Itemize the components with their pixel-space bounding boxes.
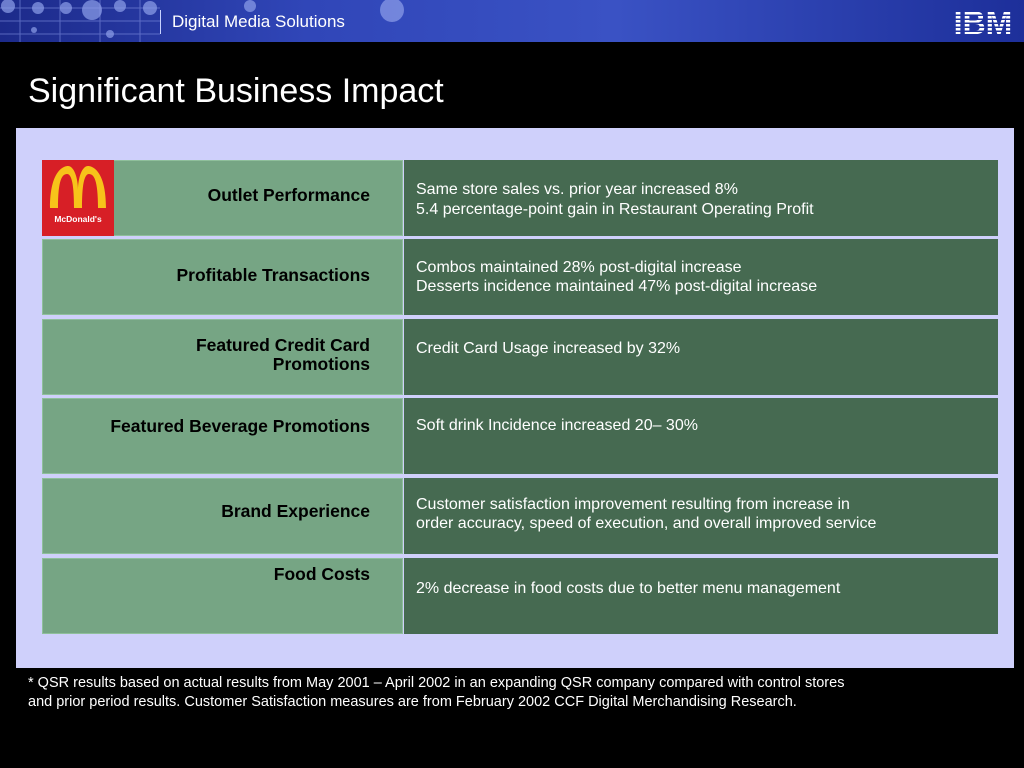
metric-result: 5.4 percentage-point gain in Restaurant … bbox=[416, 201, 814, 218]
table-row: Featured Beverage Promotions Soft drink I… bbox=[42, 398, 998, 474]
header-banner: Digital Media Solutions IBM bbox=[0, 0, 1024, 42]
footnote: * QSR results based on actual results fr… bbox=[28, 674, 1018, 712]
metric-result: 2% decrease in food costs due to better … bbox=[416, 580, 841, 597]
brand-name: Digital Media Solutions bbox=[172, 12, 345, 31]
metric-result-cell: Combos maintained 28% post-digital incre… bbox=[404, 239, 998, 315]
footnote-line: * QSR results based on actual results fr… bbox=[28, 675, 845, 691]
banner-pattern-graphic bbox=[0, 0, 404, 42]
table-row: Food Costs 2% decrease in food costs due … bbox=[42, 558, 998, 634]
banner-divider bbox=[160, 10, 161, 34]
metric-label: Profitable Transactions bbox=[176, 265, 370, 285]
metric-result: Customer satisfaction improvement result… bbox=[416, 496, 850, 513]
table-row: Outlet Performance Same store sales vs. p… bbox=[42, 160, 998, 236]
mcdonalds-logo-text: McDonald's bbox=[54, 214, 102, 224]
metric-label-cell: Profitable Transactions bbox=[42, 239, 403, 315]
metric-label-cell: Featured Credit Card Promotions bbox=[42, 319, 403, 395]
metric-result: Same store sales vs. prior year increase… bbox=[416, 181, 738, 198]
ibm-logo-icon: IBM bbox=[954, 5, 1013, 38]
svg-text:IBM: IBM bbox=[954, 5, 1013, 38]
metric-label: Brand Experience bbox=[221, 501, 370, 521]
metric-label-cell: Brand Experience bbox=[42, 478, 403, 554]
metric-label: Promotions bbox=[272, 354, 370, 374]
metric-result: Credit Card Usage increased by 32% bbox=[416, 340, 681, 357]
mcdonalds-logo-icon: McDonald's bbox=[42, 160, 114, 236]
metric-label: Outlet Performance bbox=[207, 185, 370, 205]
metric-label-cell: Featured Beverage Promotions bbox=[42, 398, 403, 474]
footnote-line: and prior period results. Customer Satis… bbox=[28, 694, 797, 710]
metric-result: Soft drink Incidence increased 20– 30% bbox=[416, 417, 698, 434]
metric-result: Desserts incidence maintained 47% post-d… bbox=[416, 278, 818, 295]
table-row: Brand Experience Customer satisfaction im… bbox=[42, 478, 998, 554]
metric-result-cell: Same store sales vs. prior year increase… bbox=[404, 160, 998, 236]
table-row: Profitable Transactions Combos maintained… bbox=[42, 239, 998, 315]
metric-result-cell: Credit Card Usage increased by 32% bbox=[404, 319, 998, 395]
slide-title: Significant Business Impact bbox=[28, 72, 444, 110]
metric-result-cell: Soft drink Incidence increased 20– 30% bbox=[404, 398, 998, 474]
metric-result-cell: 2% decrease in food costs due to better … bbox=[404, 558, 998, 634]
table-row: Featured Credit Card Promotions Credit Car… bbox=[42, 319, 998, 395]
metric-label: Featured Beverage Promotions bbox=[110, 416, 370, 436]
metric-label: Featured Credit Card bbox=[195, 335, 370, 355]
metric-result-cell: Customer satisfaction improvement result… bbox=[404, 478, 998, 554]
metric-label-cell: Food Costs bbox=[42, 558, 403, 634]
metric-label: Food Costs bbox=[273, 564, 370, 584]
metric-result: order accuracy, speed of execution, and … bbox=[416, 515, 877, 532]
metric-result: Combos maintained 28% post-digital incre… bbox=[416, 259, 742, 276]
